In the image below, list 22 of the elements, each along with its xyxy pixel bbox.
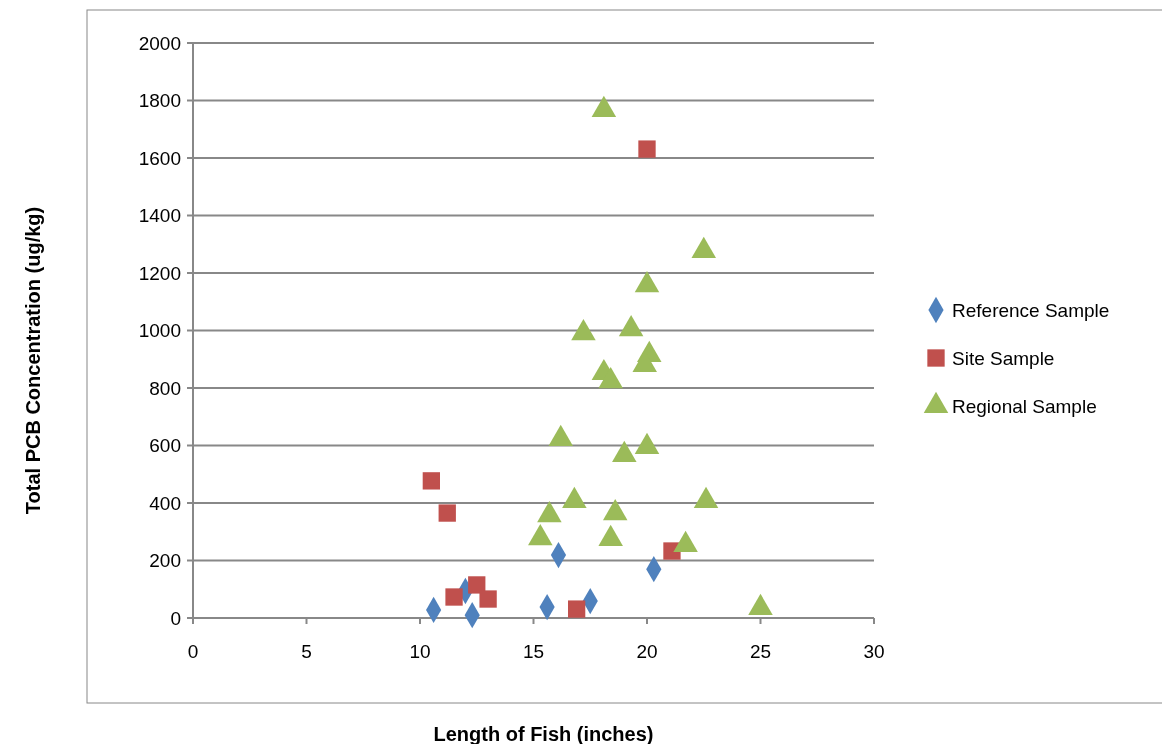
y-tick-label: 800: [149, 377, 181, 399]
x-tick-label: 15: [522, 641, 545, 662]
y-tick-label: 200: [149, 550, 181, 572]
y-tick-label: 1400: [138, 205, 181, 227]
y-tick-label: 2000: [138, 32, 181, 54]
x-tick-label: 20: [636, 641, 658, 662]
legend-label: Site Sample: [952, 347, 1055, 369]
x-tick-label: 5: [301, 641, 312, 662]
x-tick-label: 25: [749, 641, 772, 662]
y-tick-label: 600: [149, 435, 181, 457]
x-tick-label: 10: [409, 641, 431, 662]
x-tick-label: 0: [187, 641, 199, 662]
y-tick-label: 1800: [138, 90, 181, 112]
legend-label: Regional Sample: [952, 395, 1097, 417]
y-tick-label: 1200: [138, 262, 181, 284]
legend-label: Reference Sample: [952, 299, 1110, 321]
y-tick-label: 400: [149, 492, 181, 514]
y-axis-title: Total PCB Concentration (ug/kg): [22, 206, 44, 515]
x-tick-label: 30: [863, 641, 885, 662]
y-tick-label: 1000: [138, 320, 181, 342]
y-tick-label: 0: [170, 607, 181, 629]
y-tick-label: 1600: [138, 147, 181, 169]
